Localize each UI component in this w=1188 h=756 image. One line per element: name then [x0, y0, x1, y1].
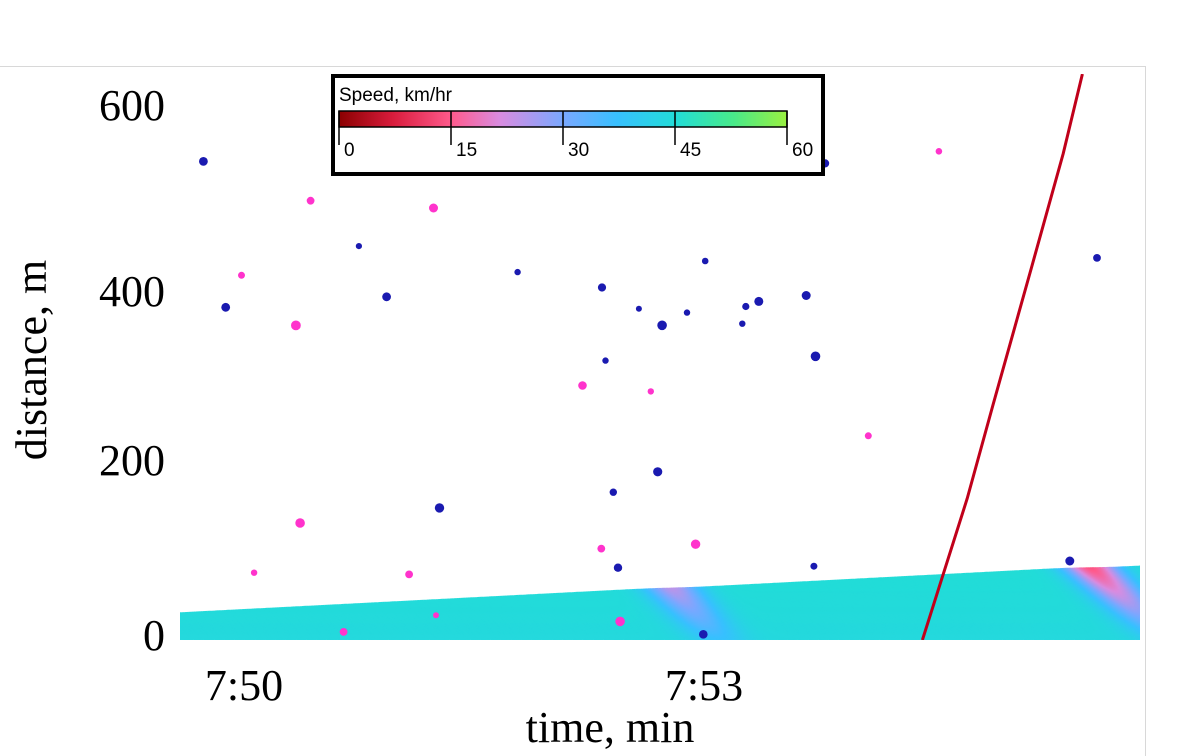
colorbar-legend: Speed, km/hr 0 15 30 45 60 [331, 74, 825, 176]
event-dot [602, 357, 609, 364]
y-tick-label: 600 [99, 81, 165, 130]
event-dot [355, 243, 362, 250]
event-dot [609, 488, 617, 496]
colorbar-tick-label: 15 [456, 140, 477, 161]
event-dot [339, 628, 348, 636]
trajectory [1147, 639, 1161, 640]
colorbar-tick-label: 0 [344, 140, 355, 161]
y-tick-label: 200 [99, 436, 165, 485]
trajectory [1136, 639, 1140, 640]
event-dot [291, 320, 301, 331]
event-dot [238, 271, 245, 279]
event-dot [199, 157, 208, 166]
event-dot [613, 563, 623, 572]
event-dot [221, 302, 231, 312]
colorbar-tick-label: 60 [792, 140, 813, 161]
event-dot [514, 268, 521, 276]
event-dot [578, 381, 587, 390]
event-dot [1093, 254, 1101, 262]
event-dot [935, 148, 943, 155]
event-dot [810, 562, 818, 570]
colorbar-ticks: 0 15 30 45 60 [338, 111, 813, 161]
event-dot [295, 518, 305, 528]
event-dot [701, 257, 709, 265]
event-dot [739, 320, 746, 327]
event-dot [810, 351, 821, 362]
event-dot [434, 503, 445, 513]
x-tick-label: 7:53 [665, 661, 743, 710]
event-dot [754, 296, 764, 306]
event-dot [801, 291, 811, 300]
event-dot [597, 544, 606, 553]
event-dot [699, 630, 708, 639]
event-dot [742, 302, 750, 311]
event-dot [382, 292, 391, 302]
colorbar-tick-label: 30 [568, 140, 589, 161]
event-dot [647, 388, 654, 395]
event-dot [1065, 556, 1075, 566]
event-dot [690, 539, 701, 549]
event-dot [250, 569, 258, 576]
colorbar-tick-label: 45 [680, 140, 701, 161]
event-dot [429, 203, 438, 213]
event-dots-layer [199, 84, 1101, 639]
colorbar-title: Speed, km/hr [339, 85, 453, 106]
highlighted-trajectory [920, 74, 1084, 640]
event-dot [597, 283, 607, 292]
event-dot [405, 570, 413, 579]
x-tick-label: 7:50 [205, 661, 283, 710]
y-tick-label: 400 [99, 267, 165, 316]
event-dot [653, 467, 663, 477]
event-dot [635, 305, 642, 312]
event-dot [306, 196, 315, 205]
event-dot [864, 432, 872, 440]
event-dot [683, 309, 691, 316]
frame-border [0, 66, 1146, 756]
event-dot [615, 616, 625, 627]
y-tick-label: 0 [143, 611, 165, 660]
x-axis-title: time, min [526, 703, 695, 752]
event-dot [657, 320, 667, 331]
event-dot [433, 612, 439, 619]
y-axis-title: distance, m [7, 260, 56, 460]
